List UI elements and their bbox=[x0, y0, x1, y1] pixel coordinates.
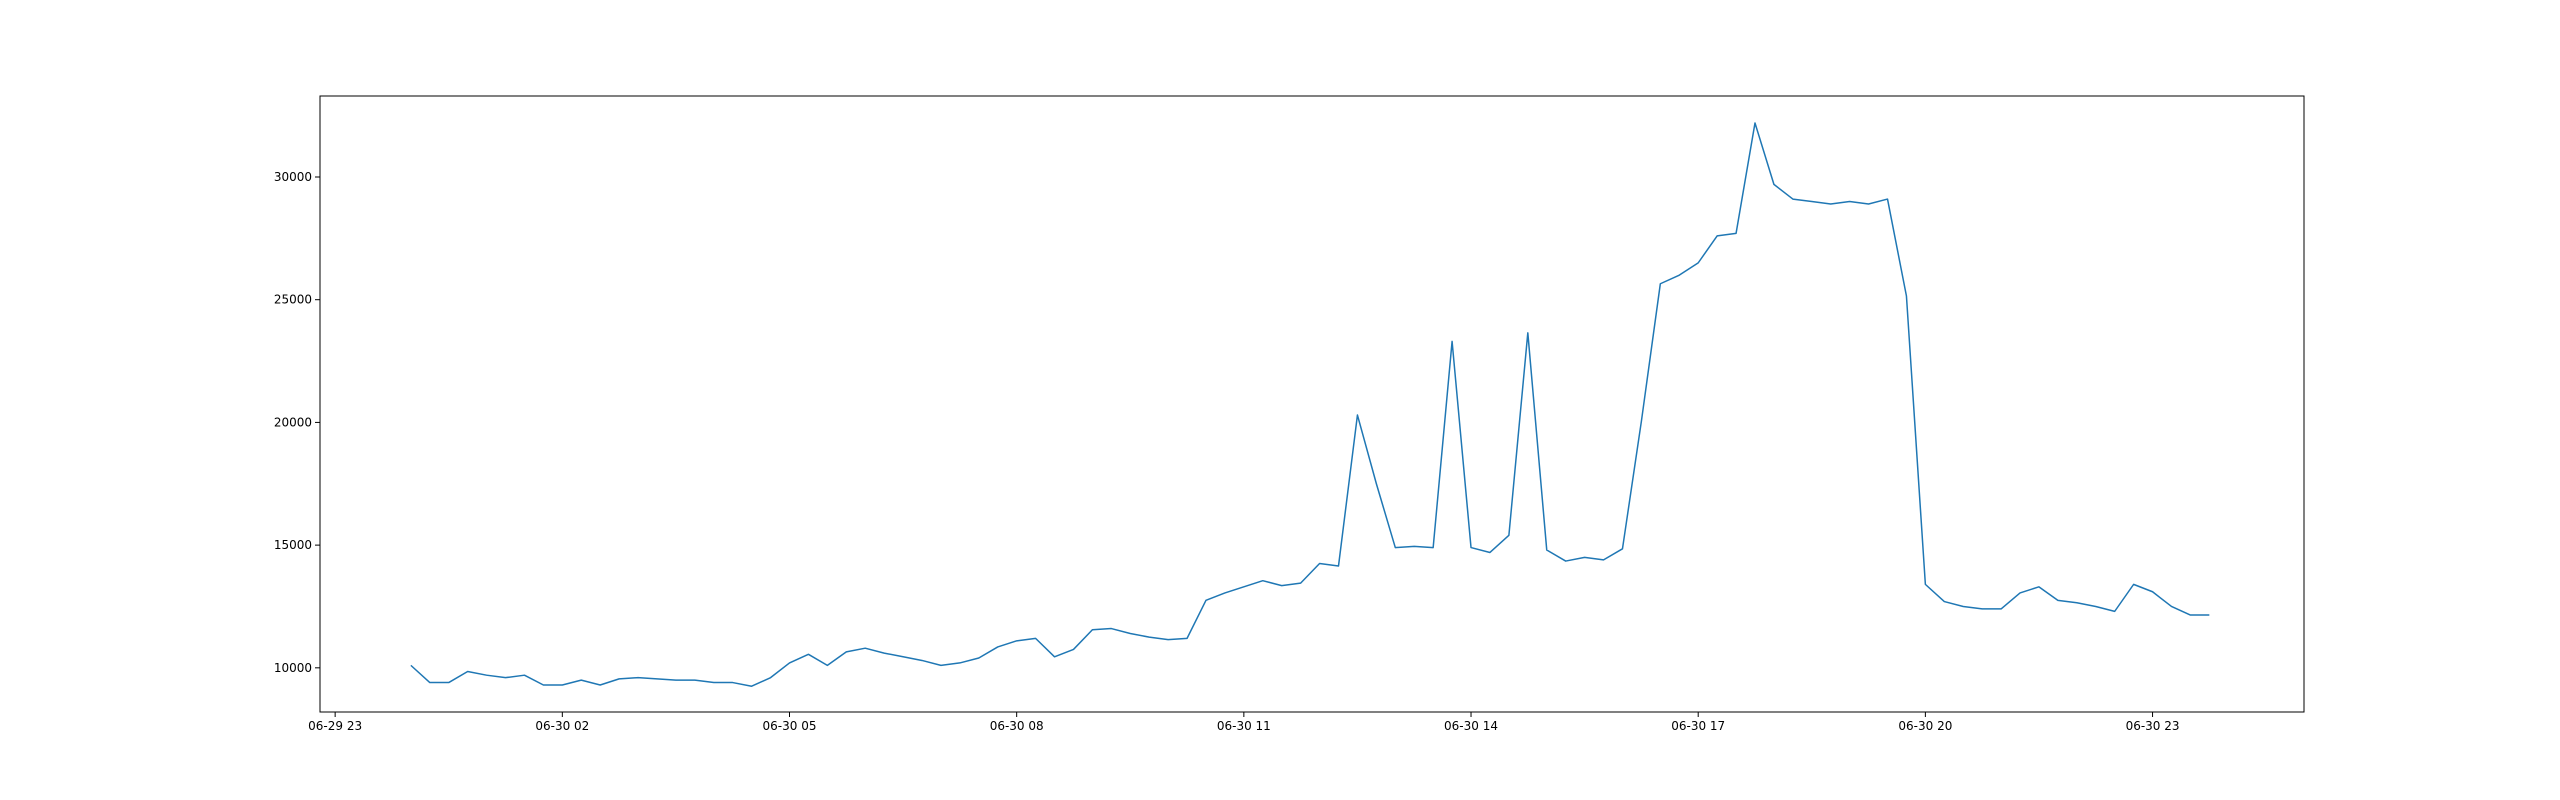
y-tick-label: 25000 bbox=[274, 293, 312, 307]
series-line-0 bbox=[410, 122, 2210, 687]
y-axis: 10000 15000 20000 25000 30000 bbox=[274, 170, 320, 675]
x-tick-label: 06-30 11 bbox=[1217, 719, 1271, 733]
y-tick-label: 15000 bbox=[274, 538, 312, 552]
x-axis: 06-29 23 06-30 02 06-30 05 06-30 08 06-30 11… bbox=[308, 712, 2180, 733]
x-tick-label: 06-30 23 bbox=[2126, 719, 2180, 733]
x-tick-label: 06-30 08 bbox=[990, 719, 1044, 733]
y-tick-label: 30000 bbox=[274, 170, 312, 184]
x-tick-label: 06-30 20 bbox=[1898, 719, 1952, 733]
x-tick-label: 06-29 23 bbox=[308, 719, 362, 733]
x-tick-label: 06-30 17 bbox=[1671, 719, 1725, 733]
x-tick-label: 06-30 02 bbox=[535, 719, 589, 733]
series-layer bbox=[410, 122, 2210, 687]
y-tick-label: 10000 bbox=[274, 661, 312, 675]
x-tick-label: 06-30 14 bbox=[1444, 719, 1498, 733]
plot-area-frame bbox=[319, 95, 2305, 713]
y-tick-label: 20000 bbox=[274, 415, 312, 429]
x-tick-label: 06-30 05 bbox=[763, 719, 817, 733]
